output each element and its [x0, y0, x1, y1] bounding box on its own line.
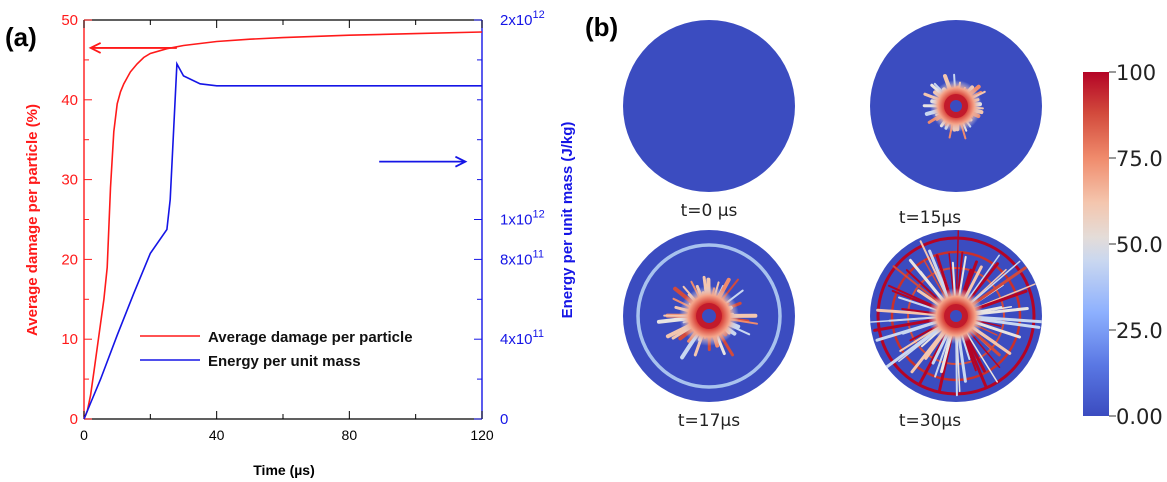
arrow-right-head: [455, 155, 468, 168]
panel-a-label: (a): [5, 22, 37, 52]
colorbar-tick-label: 50.0: [1116, 233, 1163, 257]
series-line-damage: [83, 31, 483, 420]
impact-hole: [702, 309, 716, 323]
colorbar-tick-label: 0.00: [1116, 405, 1163, 429]
colorbar-ticks: 0.00 25.0 50.0 75.0 100: [1109, 61, 1163, 429]
y-right-axis-label: Energy per unit mass (J/kg): [559, 122, 576, 319]
snapshot-label-t17: t=17µs: [678, 411, 740, 431]
colorbar-tick-label: 100: [1116, 61, 1156, 85]
y-left-tick-label: 0: [70, 411, 78, 428]
y-left-tick-label: 30: [61, 172, 78, 189]
x-tick-label: 120: [470, 427, 494, 443]
y-right-tick-label: 2x1012: [500, 9, 545, 29]
series-line-energy: [83, 61, 482, 420]
y-left-tick-label: 20: [61, 251, 78, 268]
x-tick-label: 80: [342, 427, 358, 443]
impact-hole: [950, 100, 962, 112]
y-left-ticks: 0 10 20 30 40 50: [61, 12, 92, 428]
x-tick-label: 0: [80, 427, 88, 443]
snapshot-label-t30: t=30µs: [899, 411, 961, 431]
y-right-tick-label: 0: [500, 411, 508, 428]
colorbar-tick-label: 75.0: [1116, 147, 1163, 171]
snapshot-disk-t17: [623, 230, 795, 402]
axis-arrows: [88, 42, 468, 168]
snapshot-label-t15: t=15µs: [899, 208, 961, 228]
x-ticks: 0 40 80 120: [80, 20, 494, 443]
damage-snapshots: t=0 µs t=15µs t=17µs t=30µs: [623, 20, 1042, 431]
snapshot-disk-t0: [623, 20, 795, 192]
y-right-tick-label: 8x1011: [500, 248, 544, 268]
damage-energy-chart: 0 40 80 120 0 10 20 30 40 50 0 4x1011 8x1011 1x1012…: [24, 9, 576, 478]
y-right-tick-label: 1x1012: [500, 209, 545, 229]
snapshot-disk-t15: [870, 20, 1042, 192]
y-right-tick-label: 4x1011: [500, 328, 544, 348]
snapshot-disk-t30: [870, 230, 1042, 402]
y-left-tick-label: 40: [61, 92, 78, 109]
snapshot-label-t0: t=0 µs: [681, 201, 738, 221]
arrow-left-head: [88, 42, 102, 54]
y-left-axis-label: Average damage per particle (%): [24, 104, 41, 336]
y-left-tick-label: 10: [61, 331, 78, 348]
x-axis-label: Time (µs): [253, 462, 315, 478]
colorbar: 0.00 25.0 50.0 75.0 100: [1083, 61, 1163, 429]
panel-b-label: (b): [585, 12, 619, 42]
y-left-tick-label: 50: [61, 12, 78, 29]
colorbar-gradient: [1083, 72, 1109, 416]
legend-entry-energy: Energy per unit mass: [208, 353, 361, 370]
legend: Average damage per particle Energy per u…: [140, 329, 413, 370]
y-right-ticks: 0 4x1011 8x1011 1x1012 2x1012: [474, 9, 545, 428]
x-tick-label: 40: [209, 427, 225, 443]
impact-hole: [950, 310, 962, 322]
colorbar-tick-label: 25.0: [1116, 319, 1163, 343]
legend-entry-damage: Average damage per particle: [208, 329, 413, 346]
